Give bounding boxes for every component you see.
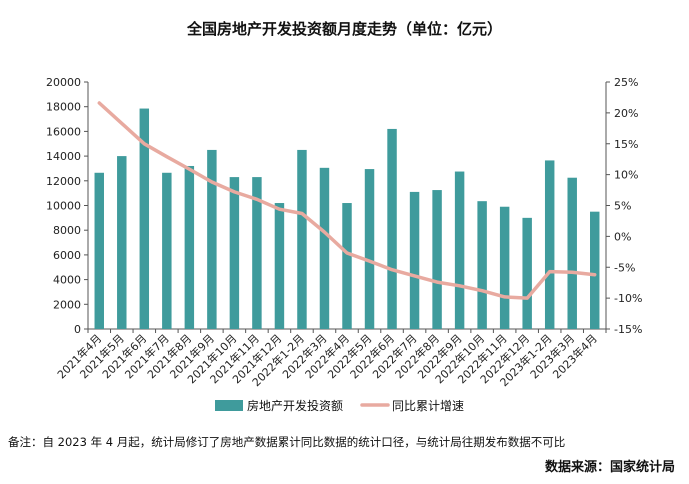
y2-tick-label: 20% (614, 107, 638, 120)
bar (297, 149, 307, 329)
bar (342, 203, 352, 329)
bar (319, 167, 330, 329)
y-tick-label: 4000 (53, 274, 81, 287)
bar (409, 191, 420, 329)
legend-bar-swatch (215, 400, 243, 411)
y-tick-label: 6000 (53, 249, 81, 262)
bar-series (94, 108, 600, 330)
bar (252, 177, 262, 329)
bar (499, 206, 510, 329)
y-tick-label: 12000 (46, 175, 81, 188)
bar (590, 211, 600, 329)
bar (387, 128, 397, 329)
x-axis-labels: 2021年4月2021年5月2021年6月2021年7月2021年8月2021年… (54, 331, 600, 389)
bar (229, 177, 240, 329)
legend: 房地产开发投资额 同比累计增速 (215, 398, 464, 413)
y2-tick-label: -10% (614, 292, 642, 305)
bar (162, 172, 172, 329)
y2-tick-label: 5% (614, 200, 631, 213)
bar (454, 171, 465, 329)
bar (544, 160, 555, 329)
y-tick-label: 10000 (46, 200, 81, 213)
line-series (97, 101, 597, 300)
chart-title: 全国房地产开发投资额月度走势（单位：亿元） (186, 20, 502, 38)
legend-line-label: 同比累计增速 (392, 399, 464, 413)
bar (139, 108, 150, 330)
bar (432, 190, 442, 329)
bar (522, 217, 532, 329)
y2-tick-label: 0% (614, 230, 631, 243)
legend-bar-label: 房地产开发投资额 (247, 398, 343, 413)
y2-tick-label: -5% (614, 261, 635, 274)
bar (184, 165, 195, 329)
y-tick-label: 0 (74, 323, 81, 336)
bar (94, 172, 104, 329)
bar (364, 169, 375, 329)
bar (567, 177, 577, 329)
y-tick-label: 20000 (46, 76, 81, 89)
bar (274, 203, 285, 329)
bar (117, 156, 127, 329)
y2-tick-label: 25% (614, 76, 638, 89)
y-tick-label: 14000 (46, 150, 81, 163)
bar (477, 201, 487, 329)
axes: 0 2000 4000 6000 8000 10000 12000 14000 16000 180… (46, 76, 642, 336)
y2-tick-label: 15% (614, 138, 638, 151)
y-tick-label: 16000 (46, 125, 81, 138)
y2-tick-label: 10% (614, 169, 638, 182)
y-tick-label: 2000 (53, 298, 81, 311)
data-source: 数据来源：国家统计局 (544, 460, 675, 475)
y-tick-label: 8000 (53, 224, 81, 237)
bar (207, 149, 217, 329)
footnote: 备注：自 2023 年 4 月起，统计局修订了房地产数据累计同比数据的统计口径，… (8, 435, 566, 449)
y2-tick-label: -15% (614, 323, 642, 336)
y-tick-label: 18000 (46, 101, 81, 114)
